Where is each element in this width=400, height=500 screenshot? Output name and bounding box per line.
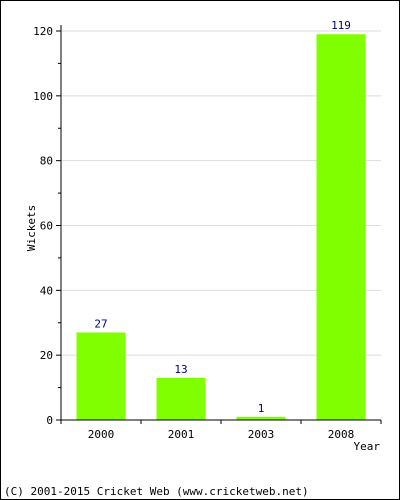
y-tick-label: 80 (40, 155, 53, 168)
y-axis-label: Wickets (25, 205, 38, 251)
y-tick-label: 0 (46, 414, 53, 427)
bar-2003 (236, 416, 286, 420)
y-tick-label: 100 (33, 90, 53, 103)
value-label-2001: 13 (174, 363, 187, 376)
x-tick-label-2000: 2000 (88, 428, 115, 441)
value-label-2003: 1 (258, 402, 265, 415)
x-axis-label: Year (354, 440, 381, 453)
y-tick-label: 120 (33, 25, 53, 38)
copyright-footer: (C) 2001-2015 Cricket Web (www.cricketwe… (4, 485, 309, 498)
bar-2001 (156, 377, 206, 420)
x-tick-label-2008: 2008 (328, 428, 355, 441)
bar-2008 (316, 34, 366, 420)
labels: 0 20 40 60 80 100 120 27 2000 13 2001 1 2003 119 2008 (33, 19, 354, 441)
axes (56, 25, 382, 424)
y-tick-label: 20 (40, 349, 53, 362)
value-label-2008: 119 (331, 19, 351, 32)
value-label-2000: 27 (94, 317, 107, 330)
bar-2000 (76, 332, 126, 420)
y-tick-label: 40 (40, 284, 53, 297)
x-tick-label-2001: 2001 (168, 428, 195, 441)
x-tick-label-2003: 2003 (248, 428, 275, 441)
bars (76, 34, 366, 420)
y-tick-label: 60 (40, 220, 53, 233)
